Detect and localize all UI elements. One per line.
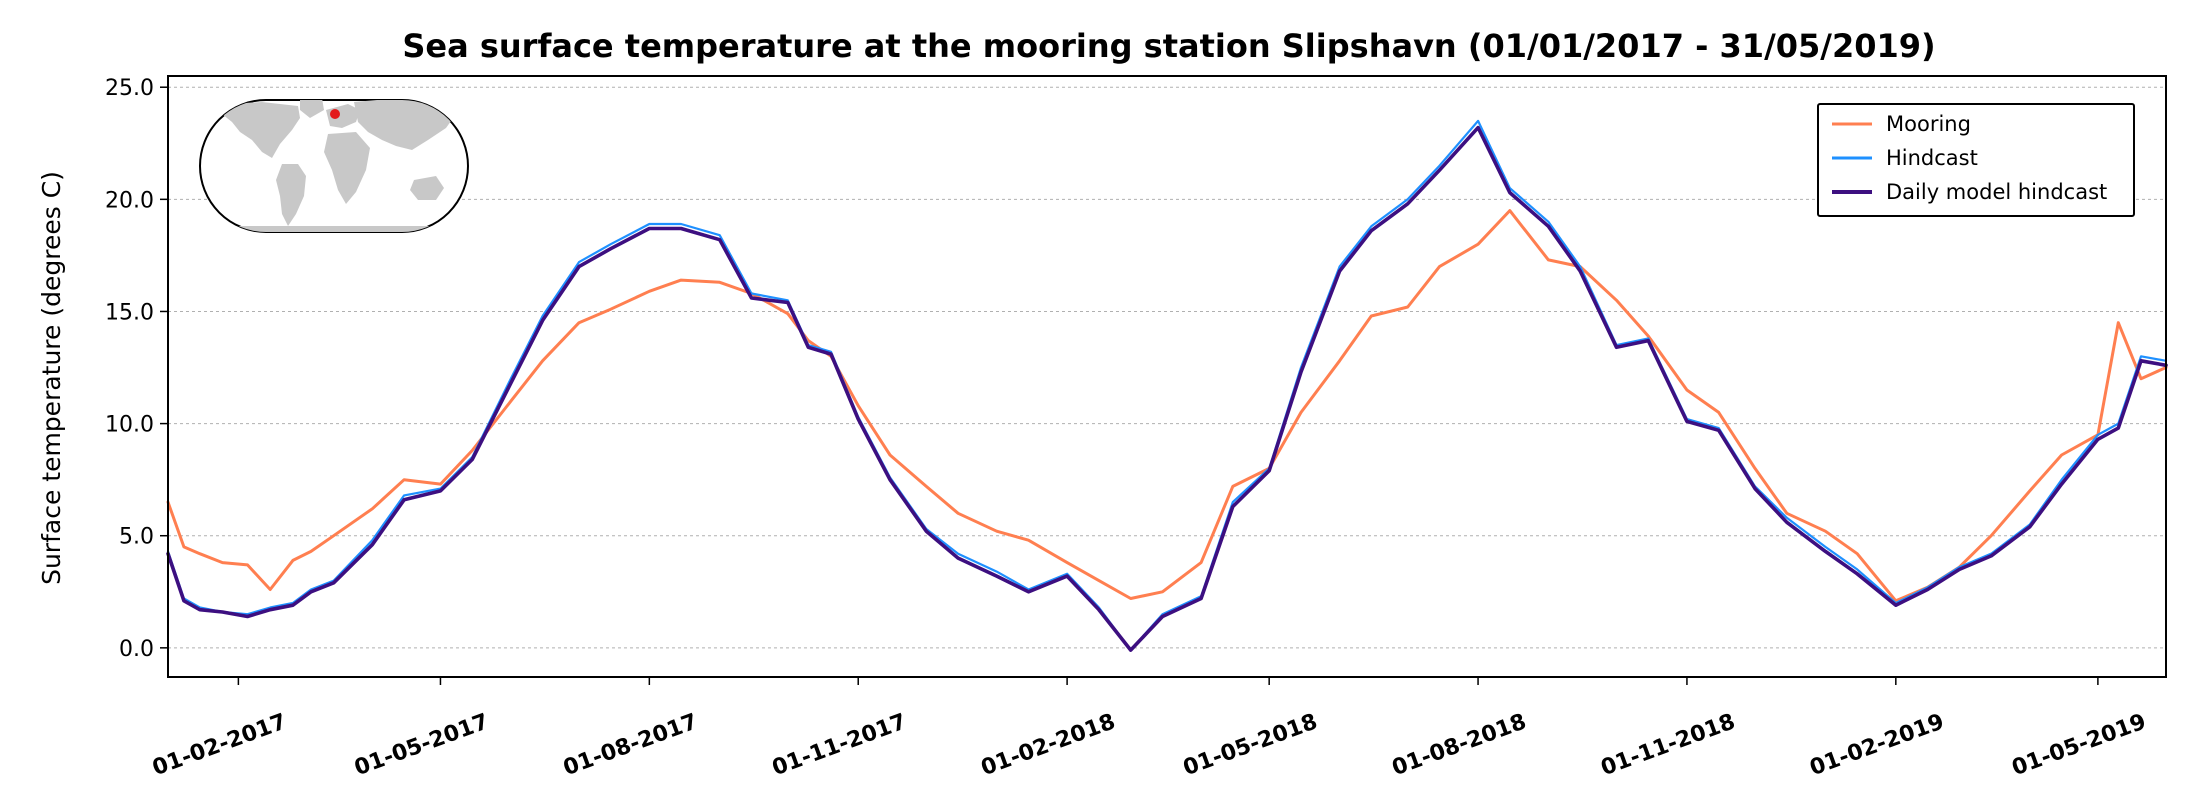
legend-label-mooring: Mooring: [1886, 112, 1971, 136]
y-tick-label: 25.0: [105, 76, 154, 101]
y-tick-label: 5.0: [119, 525, 154, 550]
x-tick-label: 01-11-2017: [769, 709, 910, 781]
x-tick-label: 01-08-2018: [1389, 709, 1530, 781]
y-tick-label: 20.0: [105, 188, 154, 213]
world-landmass: [200, 100, 468, 232]
y-axis-label: Surface temperature (degrees C): [37, 171, 66, 585]
x-tick-label: 01-05-2019: [2009, 709, 2150, 781]
chart-title: Sea surface temperature at the mooring s…: [402, 27, 1935, 65]
station-marker: [330, 109, 340, 119]
plot-frame: [167, 75, 2167, 678]
x-tick-label: 01-08-2017: [560, 709, 701, 781]
x-tick-label: 01-02-2017: [149, 709, 290, 781]
legend-frame: [1817, 103, 2135, 217]
x-tick-label: 01-11-2018: [1598, 709, 1739, 781]
x-tick-label: 01-02-2019: [1807, 709, 1948, 781]
y-tick-label: 15.0: [105, 300, 154, 325]
series-line-daily-model-hindcast: [166, 125, 2168, 652]
world-map-inset: [199, 99, 469, 233]
legend[interactable]: Mooring Hindcast Daily model hindcast: [1817, 103, 2135, 217]
gridlines: [168, 86, 2166, 649]
y-tick-label: 0.0: [119, 637, 154, 662]
y-tick-label: 10.0: [105, 413, 154, 438]
x-tick-label: 01-02-2018: [978, 709, 1119, 781]
legend-label-daily-model: Daily model hindcast: [1886, 180, 2107, 204]
x-tick-label: 01-05-2018: [1180, 709, 1321, 781]
series-line-mooring: [166, 209, 2168, 603]
series-lines: [166, 119, 2168, 652]
x-tick-label: 01-05-2017: [351, 709, 492, 781]
legend-label-hindcast: Hindcast: [1886, 146, 1978, 170]
